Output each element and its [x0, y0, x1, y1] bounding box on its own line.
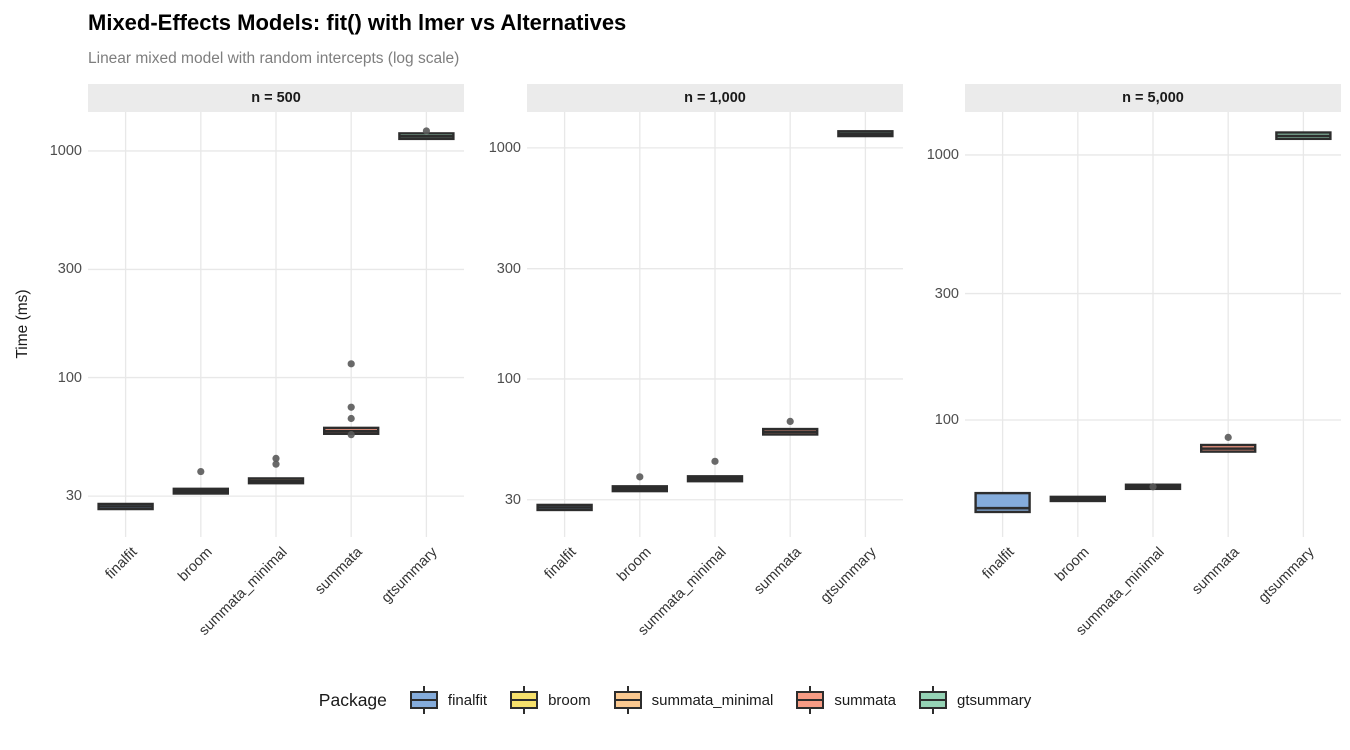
y-axis-title: Time (ms) — [14, 289, 31, 359]
boxplot-summata-minimal — [1124, 483, 1182, 491]
chart-subtitle: Linear mixed model with random intercept… — [88, 50, 460, 67]
outlier-point — [347, 403, 355, 411]
y-tick-label: 1000 — [488, 139, 521, 156]
boxplot-finalfit — [536, 503, 593, 512]
outlier-point — [272, 454, 280, 462]
outlier-point — [786, 417, 794, 426]
boxplot-gtsummary — [398, 127, 455, 141]
legend-items: finalfit broom summata_minimal summata gtsum… — [409, 686, 1031, 714]
chart-title: Mixed-Effects Models: fit() with lmer vs… — [88, 10, 627, 35]
boxplot-key-icon — [919, 686, 948, 714]
facet-n-500: n = 500 — [88, 84, 464, 537]
legend-label: summata_minimal — [651, 691, 774, 709]
outlier-point — [347, 431, 355, 439]
boxplot-summata — [322, 360, 380, 439]
outlier-point — [1149, 483, 1157, 491]
legend-label: finalfit — [447, 691, 488, 709]
legend-item-summata: summata — [795, 686, 896, 714]
facet-strip-label: n = 500 — [88, 84, 464, 112]
y-tick-label: 30 — [65, 488, 82, 505]
y-tick-label: 300 — [57, 261, 82, 278]
legend-item-finalfit: finalfit — [409, 686, 487, 714]
boxplot-gtsummary — [837, 130, 894, 138]
boxplot-gtsummary — [1275, 131, 1332, 141]
boxplot-broom — [172, 467, 230, 495]
outlier-point — [347, 414, 355, 423]
facet-n-1-000: n = 1,000 — [527, 84, 903, 537]
boxplot-broom — [1049, 495, 1107, 503]
facet-panel — [965, 112, 1341, 537]
boxplot-finalfit — [97, 502, 154, 511]
y-tick-label: 300 — [496, 260, 521, 277]
outlier-point — [1224, 433, 1232, 441]
legend-item-summata-minimal: summata_minimal — [613, 686, 774, 714]
y-tick-label: 1000 — [49, 142, 82, 159]
outlier-point — [347, 360, 355, 368]
facet-n-5-000: n = 5,000 — [965, 84, 1341, 537]
legend-label: summata — [834, 691, 897, 709]
y-tick-label: 30 — [504, 491, 521, 508]
outlier-point — [197, 467, 205, 476]
y-tick-label: 100 — [934, 412, 959, 429]
facet-panel — [88, 112, 464, 537]
boxplot-key-icon — [796, 686, 825, 714]
legend-label: gtsummary — [957, 691, 1032, 709]
facet-strip-label: n = 5,000 — [965, 84, 1341, 112]
boxplot-summata-minimal — [247, 454, 305, 485]
outlier-point — [422, 127, 430, 135]
facet-panel — [527, 112, 903, 537]
boxplot-summata-minimal — [686, 457, 744, 483]
legend: Package finalfit broom summata_minimal summ… — [0, 686, 1350, 714]
legend-item-gtsummary: gtsummary — [918, 686, 1031, 714]
legend-item-broom: broom — [509, 686, 591, 714]
boxplot-summata — [1199, 433, 1257, 453]
boxplot-key-icon — [510, 686, 539, 714]
legend-title: Package — [318, 689, 387, 710]
boxplot-broom — [611, 473, 669, 493]
outlier-point — [711, 457, 719, 465]
boxplot-key-icon — [613, 686, 642, 714]
outlier-point — [272, 460, 280, 468]
y-tick-label: 300 — [934, 285, 959, 302]
y-tick-label: 1000 — [926, 146, 959, 163]
boxplot-summata — [761, 417, 819, 436]
facet-strip-label: n = 1,000 — [527, 84, 903, 112]
legend-label: broom — [548, 691, 591, 709]
boxplot-key-icon — [409, 686, 438, 714]
boxplot-finalfit — [974, 491, 1031, 514]
y-tick-label: 100 — [496, 370, 521, 387]
y-tick-label: 100 — [57, 369, 82, 386]
outlier-point — [636, 473, 644, 481]
